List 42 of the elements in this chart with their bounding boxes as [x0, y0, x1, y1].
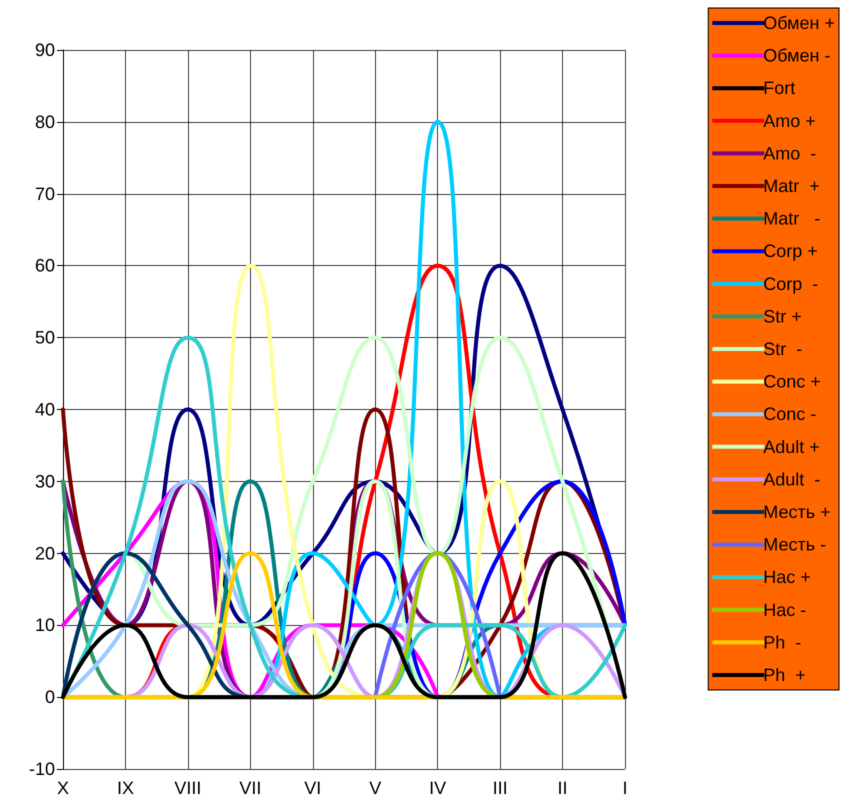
y-tick-label: 50 — [34, 328, 55, 348]
x-tick-label: II — [558, 778, 568, 797]
legend-label: Месть + — [763, 502, 831, 522]
legend-label: Adult - — [763, 469, 820, 490]
legend-label: Matr + — [763, 176, 820, 196]
legend-label: Matr - — [763, 208, 820, 229]
x-tick-label: III — [492, 778, 508, 797]
legend-label: Ph + — [763, 665, 806, 685]
legend-label: Нас + — [763, 567, 811, 588]
x-tick-label: IX — [116, 778, 134, 797]
legend-label: Amo - — [763, 143, 816, 164]
legend-label: Corp + — [763, 241, 818, 262]
y-tick-label: 40 — [34, 400, 55, 420]
x-tick-label: IV — [429, 778, 446, 797]
legend-label: Обмен + — [763, 13, 836, 33]
legend-label: Str + — [763, 306, 802, 326]
x-tick-label: VIII — [174, 778, 202, 797]
legend-label: Fort — [763, 78, 796, 98]
legend-label: Corp - — [763, 274, 818, 294]
x-tick-label: VII — [239, 778, 262, 797]
x-tick-label: V — [369, 778, 382, 797]
legend-label: Месть - — [763, 534, 826, 555]
legend-label: Str - — [763, 339, 802, 359]
x-tick-label: VI — [304, 778, 322, 797]
y-tick-label: 20 — [34, 543, 55, 564]
y-tick-label: 30 — [34, 471, 55, 492]
x-tick-label: X — [56, 778, 70, 797]
legend-label: Adult + — [763, 436, 820, 457]
y-tick-label: 10 — [34, 615, 55, 636]
legend-label: Conc - — [763, 404, 816, 424]
y-tick-label: 0 — [44, 687, 55, 708]
y-tick-label: -10 — [28, 759, 55, 779]
y-tick-label: 80 — [34, 112, 55, 132]
y-tick-label: 60 — [34, 256, 55, 276]
x-tick-label: I — [622, 778, 628, 797]
y-tick-label: 90 — [34, 40, 55, 60]
legend-label: Нас - — [763, 600, 806, 620]
y-tick-label: 70 — [34, 184, 55, 204]
legend-label: Conc + — [763, 372, 821, 392]
legend-label: Amo + — [763, 110, 816, 131]
legend-label: Ph - — [763, 632, 802, 652]
legend-label: Обмен - — [763, 46, 830, 66]
